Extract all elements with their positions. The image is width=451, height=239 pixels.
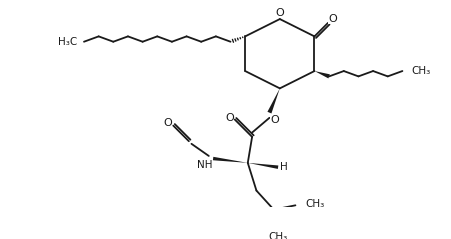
Text: CH₃: CH₃	[305, 200, 324, 209]
Text: CH₃: CH₃	[268, 232, 288, 239]
Text: O: O	[164, 118, 172, 128]
Polygon shape	[248, 163, 278, 169]
Text: O: O	[328, 14, 336, 24]
Polygon shape	[267, 88, 280, 114]
Polygon shape	[314, 71, 330, 78]
Text: H: H	[280, 162, 288, 172]
Text: O: O	[276, 8, 284, 18]
Text: H₃C: H₃C	[58, 37, 77, 47]
Text: NH: NH	[197, 160, 212, 170]
Text: CH₃: CH₃	[411, 66, 430, 76]
Text: O: O	[225, 113, 234, 123]
Text: O: O	[270, 114, 279, 125]
Polygon shape	[213, 157, 248, 163]
